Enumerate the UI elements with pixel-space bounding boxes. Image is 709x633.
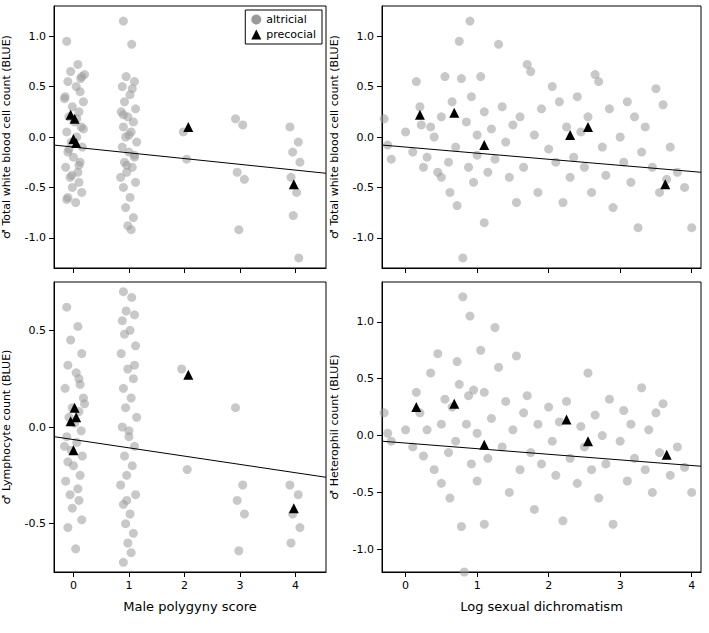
svg-text:Log sexual dichromatism: Log sexual dichromatism — [460, 599, 623, 614]
svg-text:-1.0: -1.0 — [353, 543, 374, 556]
svg-text:-0.5: -0.5 — [25, 181, 46, 194]
svg-text:0.5: 0.5 — [357, 372, 375, 385]
svg-text:-0.5: -0.5 — [353, 181, 374, 194]
svg-text:0.5: 0.5 — [29, 80, 47, 93]
svg-text:0: 0 — [70, 579, 77, 592]
svg-text:2: 2 — [181, 579, 188, 592]
svg-text:♂ Lymphocyte count (BLUE): ♂ Lymphocyte count (BLUE) — [0, 350, 13, 505]
svg-text:0.5: 0.5 — [357, 80, 375, 93]
svg-text:1: 1 — [125, 579, 132, 592]
svg-text:1.0: 1.0 — [357, 30, 375, 43]
svg-text:3: 3 — [617, 579, 624, 592]
svg-text:Male polygyny score: Male polygyny score — [123, 599, 256, 614]
svg-text:2: 2 — [545, 579, 552, 592]
svg-text:0.0: 0.0 — [29, 421, 47, 434]
svg-text:♂ Total white blood cell count: ♂ Total white blood cell count (BLUE) — [328, 35, 341, 239]
svg-text:0.0: 0.0 — [357, 429, 375, 442]
svg-text:altricial: altricial — [266, 13, 307, 26]
svg-text:-1.0: -1.0 — [353, 231, 374, 244]
svg-text:0: 0 — [402, 579, 409, 592]
svg-text:♂ Heterophil count (BLUE): ♂ Heterophil count (BLUE) — [328, 354, 341, 499]
svg-text:1.0: 1.0 — [357, 315, 375, 328]
svg-text:-0.5: -0.5 — [25, 517, 46, 530]
svg-text:♂ Total white blood cell count: ♂ Total white blood cell count (BLUE) — [0, 35, 13, 239]
svg-text:3: 3 — [236, 579, 243, 592]
svg-text:0.0: 0.0 — [357, 131, 375, 144]
svg-text:0.0: 0.0 — [29, 131, 47, 144]
svg-text:-1.0: -1.0 — [25, 231, 46, 244]
svg-text:0.5: 0.5 — [29, 324, 47, 337]
svg-text:-0.5: -0.5 — [353, 486, 374, 499]
svg-text:4: 4 — [292, 579, 299, 592]
svg-text:1.0: 1.0 — [29, 30, 47, 43]
svg-text:precocial: precocial — [266, 28, 316, 41]
svg-text:1: 1 — [474, 579, 481, 592]
svg-text:4: 4 — [688, 579, 695, 592]
